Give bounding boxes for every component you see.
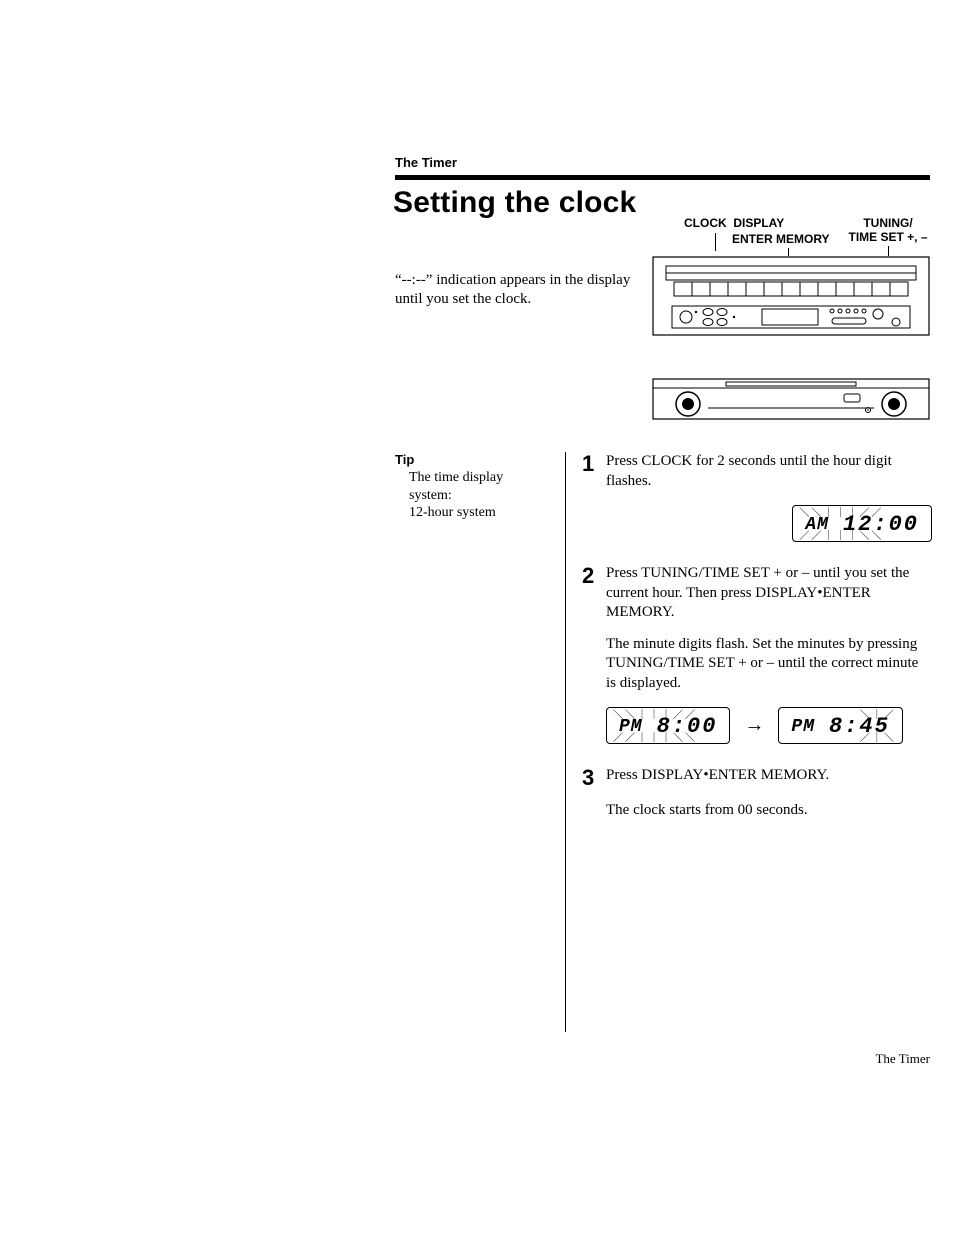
callout-enter-memory: ENTER MEMORY: [732, 232, 832, 246]
arrow-icon: →: [744, 714, 764, 737]
step-3: 3 Press DISPLAY•ENTER MEMORY. The clock …: [582, 766, 932, 821]
step-number: 2: [582, 565, 606, 587]
tip-body: The time display system: 12-hour system: [395, 469, 545, 522]
device-illustration-main: [652, 256, 930, 336]
leader-line: [715, 233, 716, 251]
page-title: Setting the clock: [393, 186, 636, 220]
step-1: 1 Press CLOCK for 2 seconds until the ho…: [582, 452, 932, 542]
leader-line: [788, 248, 789, 256]
step-subtext: The clock starts from 00 seconds.: [606, 801, 932, 821]
callout-tuning-timeset: TUNING/TIME SET +, –: [848, 216, 928, 244]
steps-column: 1 Press CLOCK for 2 seconds until the ho…: [582, 452, 932, 843]
lcd-display: ＼＼｜｜｜／／ PM 8:00 ／／｜｜｜＼＼: [606, 707, 730, 744]
step-text: Press CLOCK for 2 seconds until the hour…: [606, 452, 932, 491]
callout-clock-display: CLOCK DISPLAY: [684, 216, 744, 230]
leader-line: [888, 246, 889, 256]
lcd-display: ＼＼｜｜｜／／ AM 12:00 ／／｜｜｜＼＼: [792, 505, 932, 542]
horizontal-rule: [395, 175, 930, 180]
step-text: Press DISPLAY•ENTER MEMORY.: [606, 766, 829, 786]
tip-block: Tip The time display system: 12-hour sys…: [395, 452, 545, 522]
step-text: Press TUNING/TIME SET + or – until you s…: [606, 564, 932, 623]
step-number: 1: [582, 453, 606, 475]
vertical-rule: [565, 452, 566, 1032]
section-label: The Timer: [395, 155, 457, 170]
device-illustration-deck: [652, 378, 930, 420]
footer-label: The Timer: [875, 1051, 930, 1067]
lcd-display: PM 8:45 ＼｜／ ／｜＼: [778, 707, 902, 744]
intro-paragraph: “--:--” indication appears in the displa…: [395, 271, 640, 309]
step-2: 2 Press TUNING/TIME SET + or – until you…: [582, 564, 932, 744]
tip-heading: Tip: [395, 452, 545, 467]
manual-page: The Timer Setting the clock CLOCK DISPLA…: [0, 0, 954, 1233]
step-number: 3: [582, 767, 606, 789]
step-subtext: The minute digits flash. Set the minutes…: [606, 635, 932, 694]
